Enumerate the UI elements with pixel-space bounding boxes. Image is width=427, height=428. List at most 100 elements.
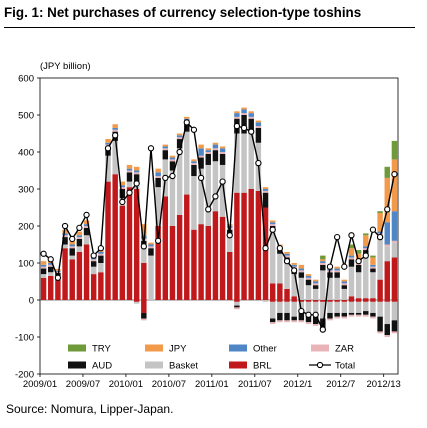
- total-point: [341, 263, 348, 270]
- bar-segment-basket: [105, 155, 111, 182]
- bar-segment-neg-aud: [269, 318, 276, 323]
- bar-segment-other: [298, 268, 305, 271]
- bar-segment-brl: [76, 251, 83, 300]
- bar-segment-brl: [248, 189, 254, 300]
- bar-segment-other: [40, 264, 47, 267]
- y-axis: -200 -100 0 100 200 300 400 500 600: [15, 74, 40, 381]
- bar-segment-zar: [198, 155, 204, 158]
- bar-segment-jpy: [83, 220, 90, 225]
- bar-segment-basket: [184, 131, 190, 195]
- bar-segment-brl: [384, 261, 390, 300]
- total-point: [76, 224, 83, 231]
- bar-segment-other: [370, 264, 376, 267]
- bar-segment-basket: [377, 238, 383, 280]
- bar-segment-other: [155, 172, 161, 177]
- legend-label-try: TRY: [92, 344, 111, 355]
- bar-segment-zar: [69, 246, 75, 249]
- bar-segment-brl: [69, 259, 75, 300]
- total-point: [162, 174, 169, 182]
- bar-segment-basket: [320, 270, 326, 300]
- bar-segment-try: [355, 250, 362, 254]
- bar-segment-other: [305, 275, 312, 278]
- bar-segment-zar: [391, 240, 398, 243]
- bar-segment-other: [255, 122, 262, 127]
- total-point: [348, 232, 355, 239]
- total-point: [333, 233, 341, 241]
- bar-segment-brl: [112, 174, 118, 300]
- bar-segment-brl: [255, 190, 262, 300]
- bar-segment-jpy: [312, 279, 319, 282]
- bar-segment-other: [98, 251, 104, 254]
- bar-segment-other: [105, 142, 111, 145]
- bar-segment-zar: [384, 244, 390, 247]
- bar-segment-neg-basket: [391, 301, 398, 321]
- bar-segment-brl: [48, 275, 54, 300]
- bar-segment-basket: [148, 255, 154, 300]
- plot-frame: [39, 77, 399, 375]
- bar-segment-neg-aud: [391, 320, 398, 332]
- legend-swatch-zar: [311, 344, 329, 352]
- bar-segment-brl: [234, 192, 240, 300]
- bar-segment-aud: [334, 272, 340, 278]
- x-tick-label: 2010/01: [109, 379, 143, 390]
- bar-segment-basket: [327, 277, 333, 300]
- bar-segment-brl: [205, 226, 211, 300]
- bars: [40, 107, 398, 337]
- total-point: [90, 252, 97, 259]
- bar-segment-aud: [83, 227, 90, 236]
- bar-segment-brl: [126, 187, 133, 300]
- bar-segment-zar: [205, 152, 211, 154]
- bar-segment-jpy: [248, 111, 254, 114]
- legend-label-other: Other: [253, 344, 277, 355]
- bar-segment-neg-aud: [234, 305, 240, 308]
- bar-segment-other: [169, 157, 176, 160]
- x-tick-label: 2012/1: [283, 379, 312, 390]
- bar-segment-zar: [255, 126, 262, 128]
- bar-segment-zar: [126, 170, 133, 173]
- bar-segment-neg-zar: [391, 331, 398, 334]
- bar-segment-other: [48, 263, 54, 265]
- bar-segment-jpy: [155, 168, 161, 173]
- bar-segment-neg-zar: [334, 316, 340, 319]
- bar-segment-brl: [169, 226, 176, 300]
- bar-segment-jpy: [176, 133, 183, 136]
- bar-segment-neg-brl: [320, 300, 326, 302]
- bar-segment-zar: [320, 263, 326, 265]
- total-point: [190, 126, 198, 133]
- bar-segment-jpy: [191, 159, 197, 162]
- bar-segment-other: [176, 135, 183, 138]
- bar-segment-other: [262, 189, 269, 191]
- total-point: [119, 198, 126, 206]
- bar-segment-aud: [198, 157, 204, 169]
- bar-segment-neg-aud: [277, 312, 283, 321]
- y-tick-label: 400: [18, 148, 34, 159]
- bar-segment-aud: [348, 259, 355, 267]
- bar-segment-aud: [219, 153, 226, 165]
- bar-segment-brl: [40, 277, 47, 300]
- x-tick-label: 2012/7: [326, 379, 355, 390]
- bar-segment-zar: [284, 255, 290, 258]
- y-tick-label: 100: [18, 259, 34, 270]
- total-point: [283, 257, 291, 265]
- bar-segment-basket: [76, 246, 83, 252]
- bar-segment-basket: [69, 255, 75, 260]
- bar-segment-brl: [198, 224, 204, 300]
- bar-segment-aud: [126, 172, 133, 182]
- legend-swatch-jpy: [145, 344, 163, 352]
- total-line: [43, 120, 396, 333]
- bar-segment-brl: [370, 298, 376, 300]
- bar-segment-aud: [148, 248, 154, 256]
- total-point: [248, 128, 255, 135]
- bar-segment-other: [377, 231, 383, 234]
- total-point: [69, 235, 76, 243]
- bar-segment-other: [162, 146, 169, 149]
- bar-segment-basket: [205, 164, 211, 226]
- legend-swatch-aud: [68, 361, 86, 369]
- bar-segment-other: [234, 113, 240, 117]
- bar-segment-neg-basket: [377, 301, 383, 317]
- bar-segment-neg-aud: [284, 312, 290, 321]
- bar-segment-neg-aud: [312, 316, 319, 325]
- bar-segment-jpy: [119, 181, 126, 186]
- total-point: [384, 206, 391, 213]
